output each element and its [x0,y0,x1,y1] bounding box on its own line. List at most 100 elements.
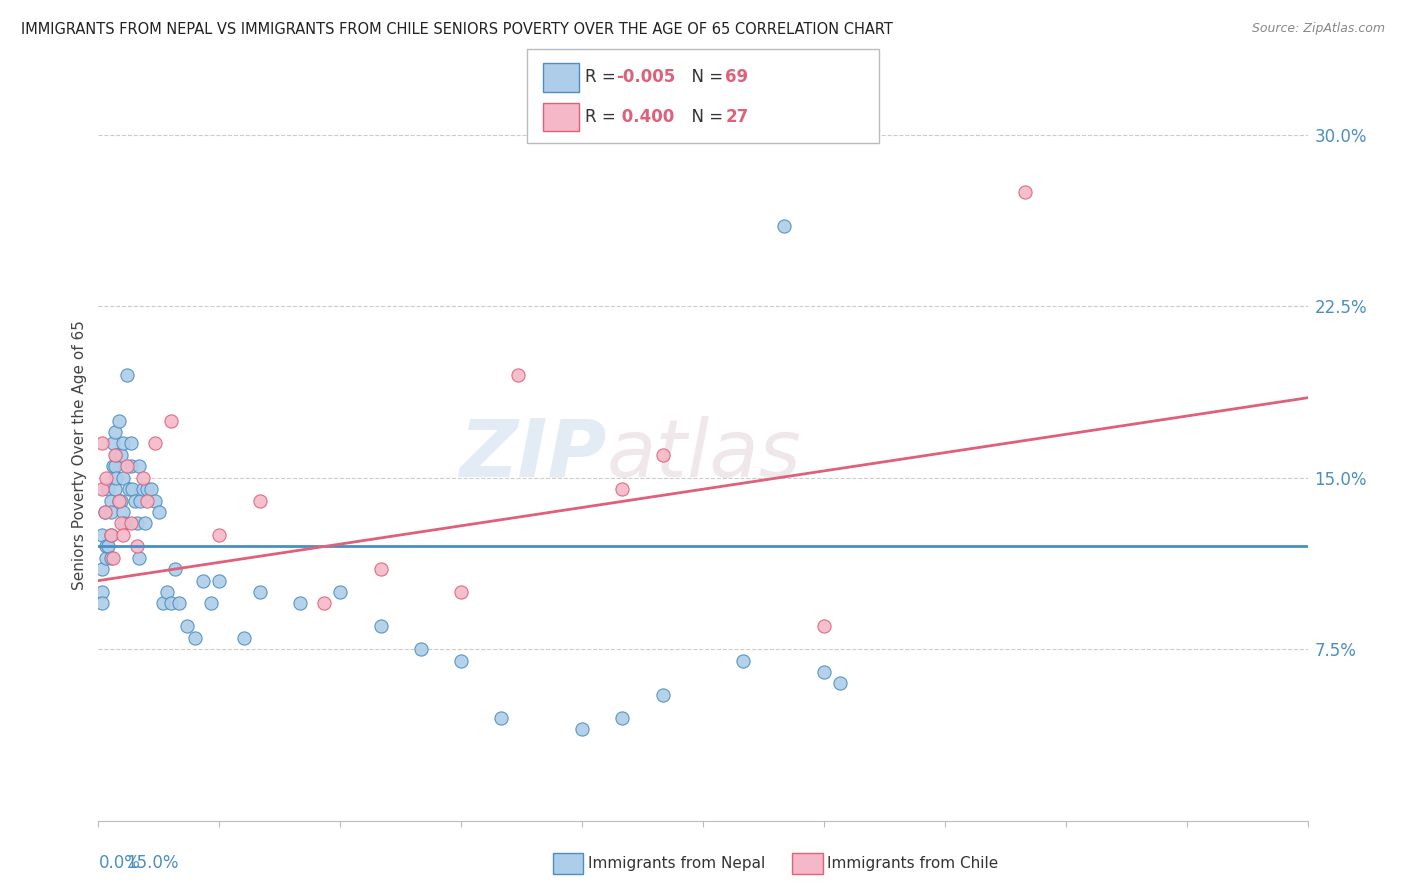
Point [612,711,634,725]
Point [121,482,143,496]
Point [94,505,117,519]
Point [118,482,141,496]
Point [91,528,114,542]
Point [110,448,132,462]
Point [160,597,183,611]
Point [132,471,155,485]
Text: N =: N = [681,69,728,87]
Point [91,436,114,450]
Point [115,459,138,474]
Point [314,597,336,611]
Point [135,493,157,508]
Point [612,482,634,496]
Point [100,505,122,519]
Text: atlas: atlas [606,416,801,494]
Point [208,574,231,588]
Point [101,436,124,450]
Point [450,654,472,668]
Point [107,493,129,508]
Point [107,493,129,508]
Text: R =: R = [585,108,621,126]
Point [651,448,673,462]
Point [232,631,254,645]
Point [105,471,128,485]
Text: Immigrants from Nepal: Immigrants from Nepal [588,856,765,871]
Point [128,550,150,565]
Point [115,368,138,382]
Point [208,528,231,542]
Point [156,585,179,599]
Point [288,597,311,611]
Point [124,493,146,508]
Point [96,550,118,565]
Point [135,482,157,496]
Point [148,505,170,519]
Point [96,539,118,553]
Point [200,597,222,611]
Point [91,562,114,576]
Text: 69: 69 [725,69,748,87]
Point [111,528,134,542]
Point [112,516,135,531]
Text: N =: N = [681,108,728,126]
Point [94,505,117,519]
Point [651,688,673,702]
Point [120,459,142,474]
Point [91,597,114,611]
Point [167,597,190,611]
Point [100,550,122,565]
Point [152,597,174,611]
Point [111,471,134,485]
Point [132,482,155,496]
Point [813,665,835,679]
Point [184,631,207,645]
Point [143,493,166,508]
Text: IMMIGRANTS FROM NEPAL VS IMMIGRANTS FROM CHILE SENIORS POVERTY OVER THE AGE OF 6: IMMIGRANTS FROM NEPAL VS IMMIGRANTS FROM… [21,22,893,37]
Point [103,425,125,439]
Point [91,482,114,496]
Text: ZIP: ZIP [458,416,606,494]
Point [772,219,794,234]
Text: 27: 27 [725,108,749,126]
Point [111,505,134,519]
Point [129,493,152,508]
Point [813,619,835,633]
Point [97,482,120,496]
Point [107,414,129,428]
Point [249,493,271,508]
Point [370,562,392,576]
Point [97,539,120,553]
Y-axis label: Seniors Poverty Over the Age of 65: Seniors Poverty Over the Age of 65 [72,320,87,590]
Point [103,482,125,496]
Text: Immigrants from Chile: Immigrants from Chile [827,856,998,871]
Text: 0.0%: 0.0% [98,854,141,871]
Point [828,676,851,690]
Point [409,642,432,657]
Point [101,550,124,565]
Point [100,528,122,542]
Point [103,459,125,474]
Point [120,436,142,450]
Point [143,436,166,450]
Point [120,516,142,531]
Point [571,723,593,737]
Point [176,619,198,633]
Text: 0.400: 0.400 [616,108,673,126]
Point [110,493,132,508]
Point [96,471,118,485]
Point [193,574,215,588]
Text: -0.005: -0.005 [616,69,675,87]
Point [139,482,162,496]
Point [100,528,122,542]
Point [127,516,149,531]
Point [128,459,150,474]
Point [111,436,134,450]
Point [370,619,392,633]
Point [101,459,124,474]
Point [103,448,125,462]
Point [134,516,156,531]
Point [1014,185,1036,199]
Point [127,539,149,553]
Point [100,493,122,508]
Point [163,562,186,576]
